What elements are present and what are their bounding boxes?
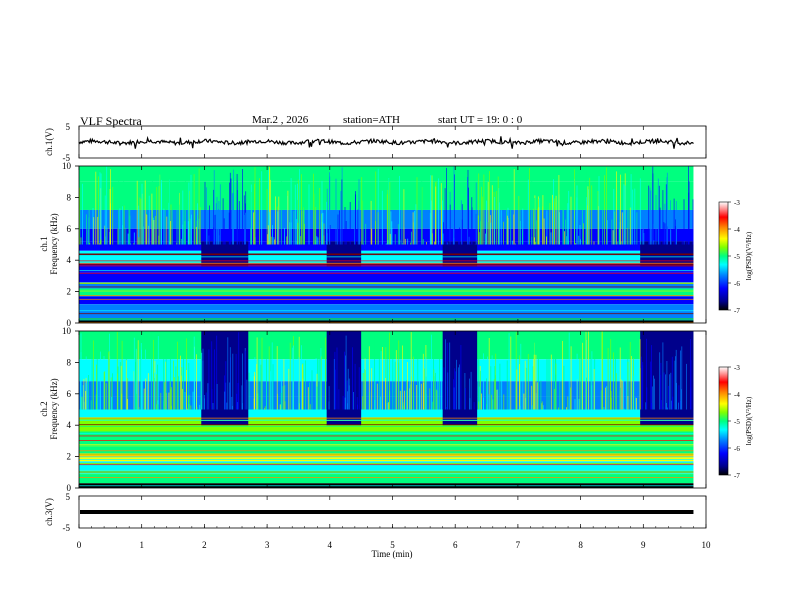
time-axis-label: Time (min): [372, 549, 413, 559]
ch3-waveform-ylabel: ch.3(V): [44, 498, 54, 526]
ch3-ytick-bottom: -5: [63, 523, 71, 533]
ch3-waveform-panel: 5 -5 ch.3(V): [44, 492, 707, 533]
date-label: Mar.2 , 2026: [252, 114, 309, 126]
time-tick-label: 3: [265, 540, 270, 550]
colorbar-tick-label: -6: [734, 280, 740, 288]
colorbar-tick-label: -7: [734, 472, 740, 480]
time-tick-label: 9: [641, 540, 646, 550]
chart-title: VLF Spectra: [80, 114, 142, 128]
ch3-ytick-top: 5: [66, 492, 71, 502]
spectrogram-ytick-label: 10: [62, 326, 72, 336]
spectrogram-ytick-label: 8: [67, 357, 72, 367]
ch1-spectrogram-yticks: 0 2 4 6 8 10: [62, 161, 79, 328]
colorbar-tick-label: -3: [734, 364, 740, 372]
time-tick-label: 10: [702, 540, 712, 550]
ch2-spectrogram-panel: 0 2 4 6 8 10 ch.2 Frequency (kHz): [39, 326, 707, 493]
station-label: station=ATH: [343, 114, 400, 126]
colorbar-tick-label: -3: [734, 199, 740, 207]
ch2-spectrogram-ylabel-frequency: Frequency (kHz): [49, 378, 59, 439]
ch1-waveform-trace: [78, 135, 694, 149]
time-tick-label: 7: [516, 540, 521, 550]
spectrogram-ytick-label: 2: [67, 287, 72, 297]
ch1-spectrogram-ylabel-frequency: Frequency (kHz): [49, 213, 59, 274]
ch1-waveform-line: [78, 135, 694, 149]
ch2-spectrogram-image: [79, 331, 706, 488]
spectrogram-ytick-label: 0: [67, 318, 72, 328]
time-tick-label: 5: [390, 540, 395, 550]
time-tick-label: 1: [139, 540, 144, 550]
colorbar-tick-label: -6: [734, 445, 740, 453]
spectrogram-ytick-label: 0: [67, 483, 72, 493]
spectrogram-ytick-label: 6: [67, 224, 72, 234]
ch1-ytick-top: 5: [66, 122, 71, 132]
time-tick-label: 0: [77, 540, 82, 550]
ch2-spectrogram-ylabel-channel: ch.2: [39, 401, 49, 416]
ch2-colorbar-label: log(PSD)(V²/Hz): [745, 396, 753, 445]
time-tick-label: 6: [453, 540, 458, 550]
ch1-spectrogram-image: [79, 166, 706, 324]
ch2-spectrogram-yticks: 0 2 4 6 8 10: [62, 326, 79, 493]
spectrogram-ytick-label: 4: [67, 420, 72, 430]
time-axis: 0 1 2 3 4 5 6 7 8 9 10: [77, 126, 711, 550]
ch1-spectrogram-panel: 0 2 4 6 8 10 ch.1 Frequency (kHz): [39, 161, 707, 328]
time-tick-label: 2: [202, 540, 207, 550]
time-tick-label: 4: [328, 540, 333, 550]
ch1-colorbar: -3 -4 -5 -6 -7 log(PSD)(V²/Hz): [718, 199, 753, 315]
ch1-spectrogram-ylabel-channel: ch.1: [39, 236, 49, 251]
spectrogram-ytick-label: 2: [67, 452, 72, 462]
ch2-colorbar: -3 -4 -5 -6 -7 log(PSD)(V²/Hz): [718, 364, 753, 480]
ch1-colorbar-label: log(PSD)(V²/Hz): [745, 231, 753, 280]
colorbar-tick-label: -5: [734, 418, 740, 426]
ch1-waveform-panel: 5 -5 ch.1(V): [44, 122, 707, 163]
colorbar-tick-label: -5: [734, 253, 740, 261]
spectrogram-ytick-label: 6: [67, 389, 72, 399]
spectrogram-ytick-label: 10: [62, 161, 72, 171]
ch1-colorbar-ticks: -3 -4 -5 -6 -7: [728, 199, 740, 315]
colorbar-tick-label: -4: [734, 226, 740, 234]
spectrogram-ytick-label: 4: [67, 255, 72, 265]
ch2-colorbar-ticks: -3 -4 -5 -6 -7: [728, 364, 740, 480]
start-time-label: start UT = 19: 0 : 0: [438, 114, 523, 126]
spectrogram-ytick-label: 8: [67, 192, 72, 202]
time-tick-label: 8: [578, 540, 583, 550]
colorbar-tick-label: -4: [734, 391, 740, 399]
ch1-ytick-bottom: -5: [63, 153, 71, 163]
colorbar-tick-label: -7: [734, 307, 740, 315]
ch1-waveform-ylabel: ch.1(V): [44, 128, 54, 156]
